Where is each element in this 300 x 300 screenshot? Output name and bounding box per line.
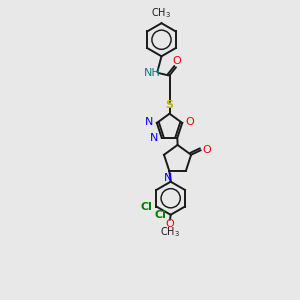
Text: CH$_3$: CH$_3$ [160, 225, 179, 239]
Text: O: O [173, 56, 182, 66]
Text: N: N [164, 173, 172, 184]
Text: O: O [185, 118, 194, 128]
Text: O: O [165, 219, 174, 229]
Text: N: N [150, 133, 158, 143]
Text: NH: NH [144, 68, 161, 78]
Text: S: S [166, 100, 173, 110]
Text: N: N [145, 118, 154, 128]
Text: CH$_3$: CH$_3$ [152, 6, 172, 20]
Text: O: O [202, 145, 211, 154]
Text: Cl: Cl [140, 202, 152, 212]
Text: Cl: Cl [155, 210, 167, 220]
